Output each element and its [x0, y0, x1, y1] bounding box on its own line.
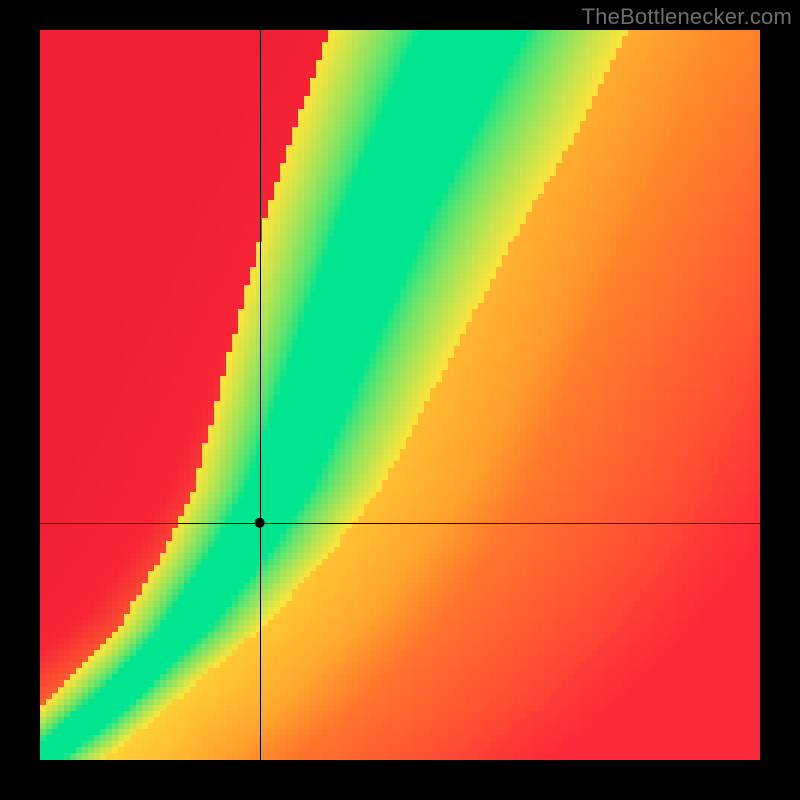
chart-root: TheBottlenecker.com — [0, 0, 800, 800]
plot-area — [40, 30, 760, 760]
watermark-text: TheBottlenecker.com — [582, 4, 792, 30]
heatmap-canvas — [40, 30, 760, 760]
